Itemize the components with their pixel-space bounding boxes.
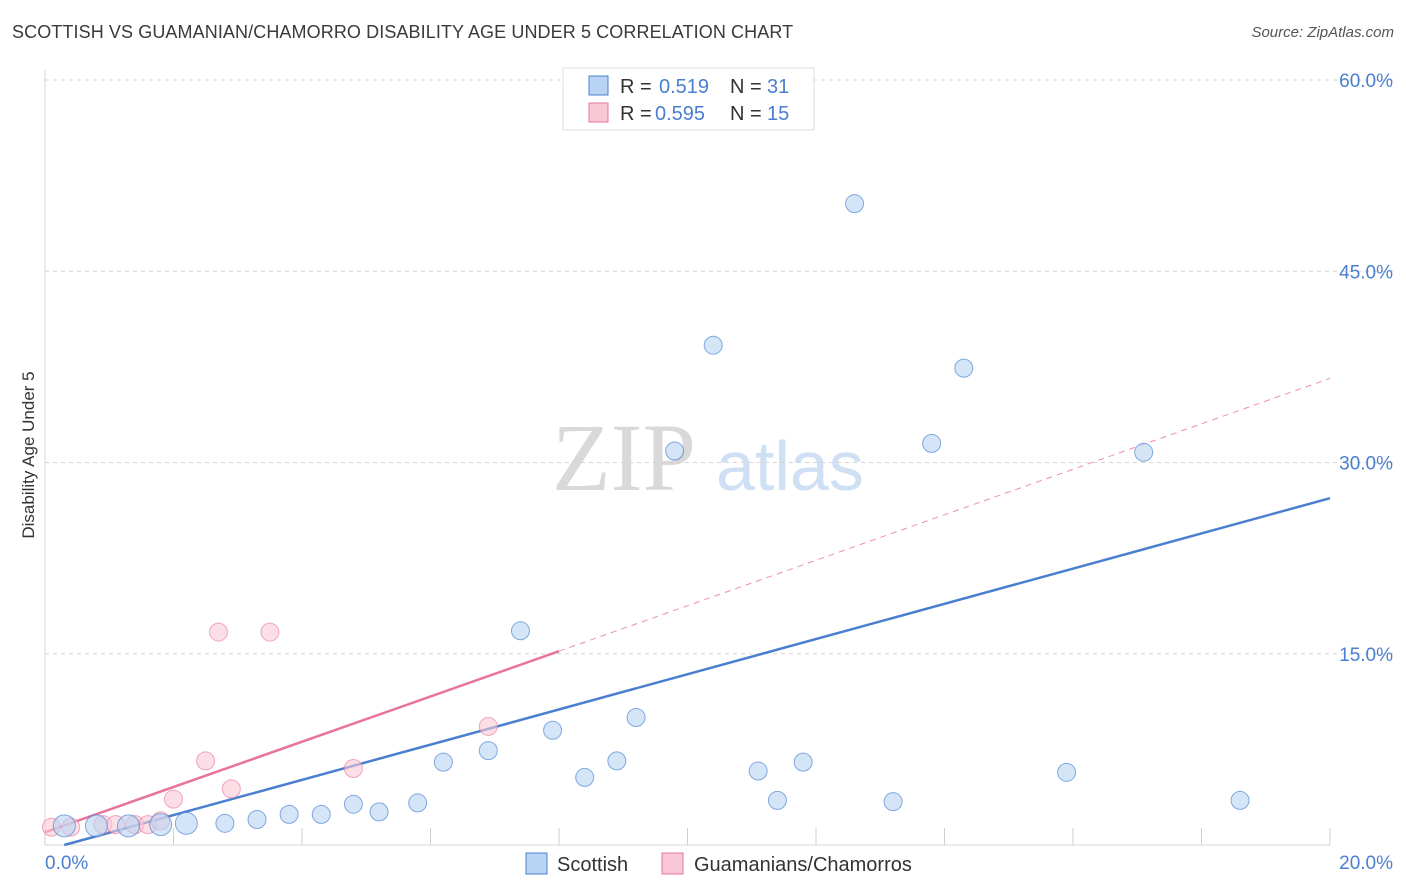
gridlines [45,79,1393,655]
guamanian-point [208,622,228,642]
stats-n-value-guamanian: 15 [767,103,789,125]
scottish-point [1057,762,1077,782]
scottish-point [748,761,768,781]
scottish-point [117,814,141,838]
scottish-point [478,741,498,761]
legend-label-scottish: Scottish [557,854,628,876]
scottish-point [343,794,363,814]
stats-legend: R = 0.519 N = 31 R = 0.595 N = 15 [562,67,815,131]
guamanian-point [260,622,280,642]
scottish-point [575,767,595,787]
x-ticks [44,828,1331,845]
scottish-point [665,441,685,461]
scottish-point [793,752,813,772]
scottish-point [311,804,331,824]
scottish-points [52,194,1250,838]
scottish-point [149,813,173,837]
stats-r-label-guamanian: R = [620,103,652,125]
scottish-point [1230,790,1250,810]
scottish-point [767,790,787,810]
scottish-point [543,720,563,740]
y-tick-labels: 15.0% 30.0% 45.0% 60.0% [1339,71,1393,666]
y-axis-label: Disability Age Under 5 [19,371,38,538]
guamanian-point [221,779,241,799]
y-tick-label: 60.0% [1339,71,1393,92]
guamanian-point [196,751,216,771]
scottish-point [703,335,723,355]
legend-label-guamanian: Guamanians/Chamorros [694,854,912,876]
scottish-point [215,813,235,833]
guamanian-point [343,759,363,778]
scottish-point [408,793,428,813]
stats-legend-swatch-scottish [588,75,609,96]
trend-lines [44,377,1331,847]
series-legend: Scottish Guamanians/Chamorros [525,852,912,876]
guamanian-point [478,716,498,736]
chart-title: SCOTTISH VS GUAMANIAN/CHAMORRO DISABILIT… [12,22,794,42]
y-tick-label: 30.0% [1339,454,1393,475]
scottish-point [84,814,108,838]
stats-r-value-scottish: 0.519 [659,76,709,98]
trend-line-guamanian [44,650,560,834]
legend-swatch-guamanian [661,852,684,875]
scottish-point [883,792,903,812]
stats-legend-swatch-guamanian [588,102,609,123]
scottish-point [433,752,453,772]
y-tick-label: 15.0% [1339,645,1393,666]
trend-line-guamanian-extension [558,377,1331,652]
scottish-point [279,804,299,824]
scottish-point [174,811,198,835]
legend-swatch-scottish [525,852,548,875]
stats-n-label-scottish: N = [730,76,762,98]
x-tick-label-max: 20.0% [1339,853,1393,874]
y-tick-label: 45.0% [1339,262,1393,283]
guamanian-points [41,622,498,837]
scottish-point [510,621,530,641]
scottish-point [607,751,627,771]
scottish-point [369,802,389,822]
scottish-point [247,810,267,829]
scottish-point [52,814,76,838]
stats-r-label-scottish: R = [620,76,652,98]
scottish-point [845,194,865,214]
scottish-point [922,433,942,453]
x-tick-label-min: 0.0% [45,853,88,874]
stats-r-value-guamanian: 0.595 [655,103,705,125]
stats-n-value-scottish: 31 [767,76,789,98]
source-label: Source: ZipAtlas.com [1251,24,1394,41]
trend-line-scottish [63,496,1331,847]
watermark-atlas: atlas [716,427,864,505]
scottish-point [1134,442,1154,462]
scottish-point [954,358,974,378]
guamanian-point [164,789,183,809]
stats-n-label-guamanian: N = [730,103,762,125]
scottish-point [626,708,646,727]
